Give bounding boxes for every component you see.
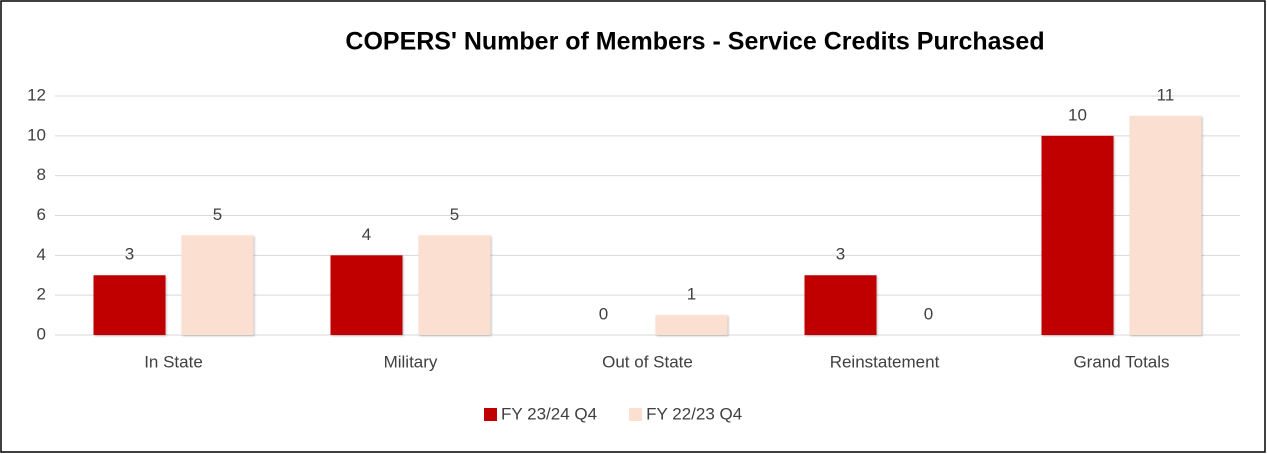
bar <box>418 235 491 335</box>
y-tick-label: 6 <box>37 205 46 224</box>
x-tick-label: Military <box>384 352 438 371</box>
bar <box>1129 115 1202 336</box>
data-label: 1 <box>687 285 696 304</box>
bar <box>330 255 403 335</box>
legend-label: FY 23/24 Q4 <box>501 404 597 423</box>
x-tick-label: In State <box>144 352 203 371</box>
bar <box>655 315 728 335</box>
bar <box>804 275 877 335</box>
bar <box>181 235 254 335</box>
y-tick-label: 0 <box>37 324 46 343</box>
bar <box>1041 135 1114 335</box>
data-label: 0 <box>599 304 608 323</box>
x-tick-label: Reinstatement <box>830 352 940 371</box>
data-label: 5 <box>450 205 459 224</box>
legend-label: FY 22/23 Q4 <box>646 404 742 423</box>
data-label: 4 <box>362 225 371 244</box>
data-label: 3 <box>125 245 134 264</box>
chart-title: COPERS' Number of Members - Service Cred… <box>345 28 1044 56</box>
y-tick-label: 12 <box>27 85 46 104</box>
y-tick-label: 8 <box>37 165 46 184</box>
data-label: 0 <box>924 304 933 323</box>
data-label: 10 <box>1068 105 1087 124</box>
data-label: 3 <box>836 245 845 264</box>
y-tick-label: 10 <box>27 125 46 144</box>
data-label: 5 <box>213 205 222 224</box>
x-tick-label: Out of State <box>602 352 693 371</box>
legend-swatch <box>484 408 497 421</box>
bar <box>93 275 166 335</box>
y-tick-label: 2 <box>37 285 46 304</box>
legend-swatch <box>629 408 643 421</box>
x-tick-label: Grand Totals <box>1073 352 1169 371</box>
data-label: 11 <box>1157 85 1175 104</box>
y-tick-label: 4 <box>37 245 46 264</box>
